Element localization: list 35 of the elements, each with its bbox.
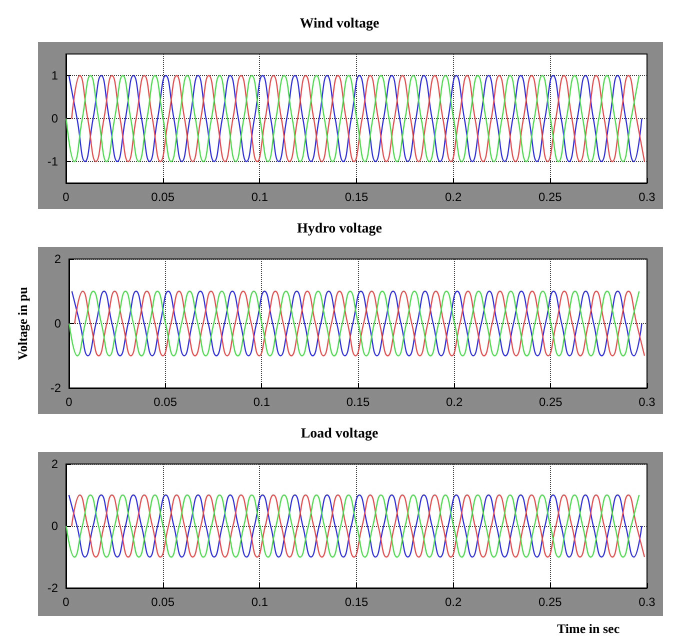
x-tick-label: 0.05 bbox=[151, 595, 175, 609]
x-tick-label: 0.1 bbox=[253, 395, 270, 409]
x-tick-label: 0.25 bbox=[538, 395, 563, 409]
x-tick-label: 0.3 bbox=[638, 595, 656, 609]
x-tick-label: 0.05 bbox=[154, 395, 178, 409]
x-tick-label: 0.2 bbox=[446, 395, 463, 409]
x-tick-label: 0.2 bbox=[444, 190, 462, 204]
chart-title: Hydro voltage bbox=[297, 222, 382, 236]
y-tick-label: -2 bbox=[47, 581, 58, 595]
x-tick-label: 0.15 bbox=[346, 395, 370, 409]
x-tick-label: 0.15 bbox=[344, 595, 368, 609]
chart-title: Load voltage bbox=[300, 426, 378, 442]
x-tick-label: 0.2 bbox=[444, 595, 462, 609]
y-tick-label: 1 bbox=[51, 68, 58, 82]
y-tick-label: 0 bbox=[51, 112, 58, 126]
x-axis-title: Time in sec bbox=[557, 621, 620, 636]
y-tick-label: 0 bbox=[51, 519, 58, 533]
x-tick-label: 0 bbox=[66, 395, 73, 409]
x-tick-label: 0.05 bbox=[151, 190, 175, 204]
y-tick-label: 2 bbox=[51, 457, 58, 471]
y-tick-label: 0 bbox=[54, 316, 62, 330]
y-tick-label: -2 bbox=[50, 381, 62, 395]
x-tick-label: 0.25 bbox=[538, 595, 562, 609]
chart-title: Wind voltage bbox=[300, 16, 380, 32]
x-tick-label: 0.3 bbox=[638, 395, 656, 409]
x-tick-label: 0 bbox=[62, 595, 70, 609]
x-tick-label: 0.3 bbox=[638, 190, 656, 204]
x-tick-label: 0.1 bbox=[251, 595, 268, 609]
x-tick-label: 0 bbox=[62, 190, 70, 204]
x-tick-label: 0.1 bbox=[251, 190, 268, 204]
x-tick-label: 0.15 bbox=[344, 190, 368, 204]
x-tick-label: 0.25 bbox=[538, 190, 562, 204]
y-tick-label: -1 bbox=[47, 154, 58, 168]
y-axis-title: Voltage in pu bbox=[15, 286, 30, 360]
y-tick-label: 2 bbox=[54, 252, 62, 266]
